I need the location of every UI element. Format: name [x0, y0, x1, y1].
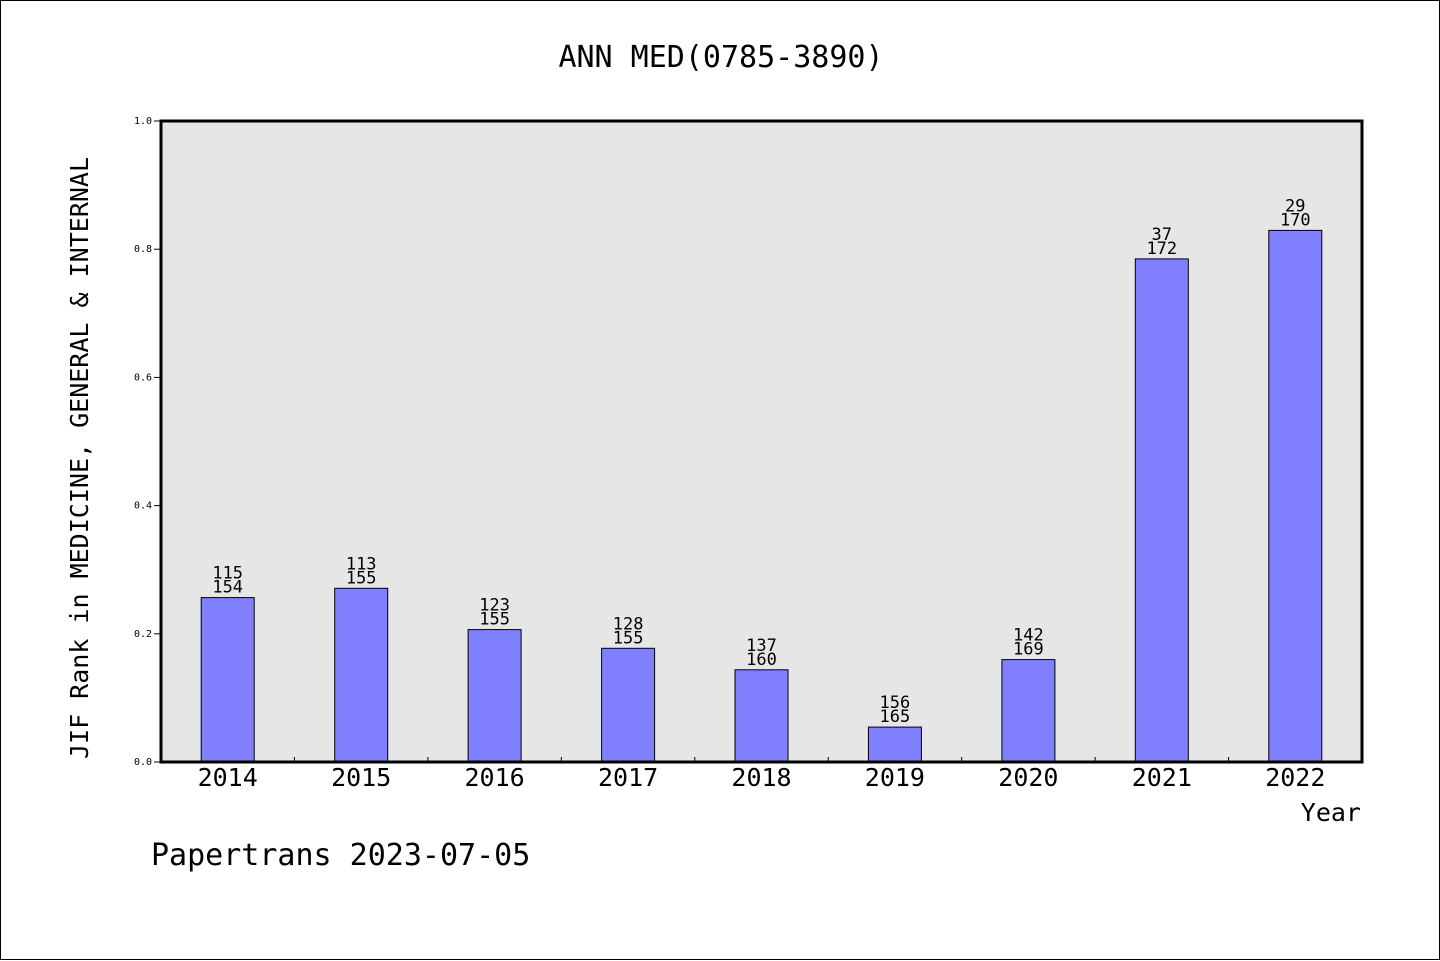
x-tick-label-2018: 2018 — [731, 763, 791, 792]
bar-rank-label-2015: 113 — [346, 554, 377, 574]
x-tick-label-2022: 2022 — [1265, 763, 1325, 792]
bar-2020 — [1001, 659, 1056, 763]
chart-title: ANN MED(0785-3890) — [558, 40, 883, 75]
x-tick-label-2021: 2021 — [1132, 763, 1192, 792]
bar-2019 — [867, 726, 922, 763]
x-tick-label-2017: 2017 — [598, 763, 658, 792]
bar-rank-label-2019: 156 — [880, 693, 911, 713]
bar-rank-label-2018: 137 — [746, 636, 777, 656]
y-tick-label-0.0: 0.0 — [134, 757, 152, 768]
x-tick-label-2014: 2014 — [198, 763, 258, 792]
plot-border — [159, 119, 1364, 764]
bar-2021 — [1134, 258, 1189, 763]
bar-rank-label-2014: 115 — [212, 564, 243, 584]
bar-rank-label-2017: 128 — [613, 614, 644, 634]
x-tick-label-2015: 2015 — [331, 763, 391, 792]
y-tick-label-0.8: 0.8 — [134, 244, 152, 255]
bar-total-label-2016: 155 — [479, 610, 510, 630]
bar-2015 — [334, 587, 389, 763]
bar-total-label-2014: 154 — [212, 578, 243, 598]
bar-2022 — [1268, 229, 1323, 763]
footer-credit: Papertrans 2023-07-05 — [151, 838, 530, 873]
bar-2018 — [734, 669, 789, 763]
bar-total-label-2018: 160 — [746, 650, 777, 670]
x-tick-label-2019: 2019 — [865, 763, 925, 792]
y-axis-ticks: 0.0 0.2 0.4 0.6 0.8 1.0 — [134, 116, 161, 768]
bar-total-label-2020: 169 — [1013, 640, 1044, 660]
bars-group — [200, 229, 1323, 763]
x-axis-ticks: 2014 2015 2016 2017 2018 2019 2020 2021 2022 — [198, 757, 1325, 792]
x-tick-label-2020: 2020 — [998, 763, 1058, 792]
y-tick-label-0.4: 0.4 — [134, 501, 152, 512]
y-axis-label: JIF Rank in MEDICINE, GENERAL & INTERNAL — [65, 157, 94, 759]
x-tick-label-2016: 2016 — [464, 763, 524, 792]
bar-total-label-2022: 170 — [1280, 210, 1311, 230]
bar-2016 — [467, 629, 522, 763]
bar-rank-label-2022: 29 — [1285, 196, 1305, 216]
bar-total-label-2015: 155 — [346, 568, 377, 588]
y-tick-label-0.2: 0.2 — [134, 629, 152, 640]
x-axis-label: Year — [1301, 798, 1361, 827]
bar-rank-label-2021: 37 — [1152, 225, 1172, 245]
y-tick-label-0.6: 0.6 — [134, 372, 152, 383]
bar-total-label-2017: 155 — [613, 628, 644, 648]
bar-2014 — [200, 597, 255, 763]
y-tick-label-1.0: 1.0 — [134, 116, 152, 127]
bar-rank-label-2020: 142 — [1013, 626, 1044, 646]
bar-2017 — [601, 647, 656, 763]
bar-total-label-2021: 172 — [1146, 239, 1177, 259]
bar-total-label-2019: 165 — [880, 707, 911, 727]
bar-rank-label-2016: 123 — [479, 596, 510, 616]
